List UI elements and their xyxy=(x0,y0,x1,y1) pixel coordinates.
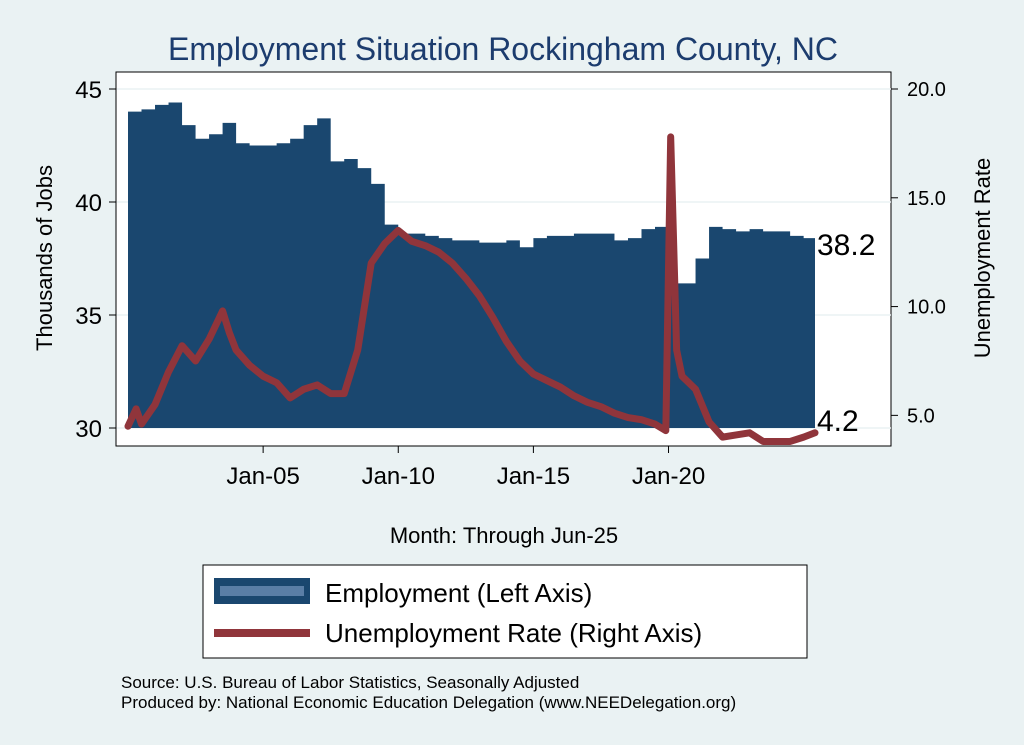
left-tick-label: 45 xyxy=(75,77,102,104)
left-axis: 30 35 40 45 xyxy=(75,72,117,446)
x-axis: Jan-05 Jan-10 Jan-15 Jan-20 xyxy=(226,446,705,490)
source-line-2: Produced by: National Economic Education… xyxy=(121,693,736,712)
x-axis-label: Month: Through Jun-25 xyxy=(390,523,618,548)
right-tick-label: 15.0 xyxy=(907,188,946,210)
legend-employment-swatch-inner xyxy=(220,586,304,596)
unemployment-series xyxy=(124,133,819,445)
employment-end-label: 38.2 xyxy=(817,229,875,262)
employment-series xyxy=(128,102,815,428)
legend-unemployment-label: Unemployment Rate (Right Axis) xyxy=(325,618,702,648)
x-tick-label: Jan-10 xyxy=(362,463,435,490)
unemployment-line xyxy=(124,133,819,445)
legend: Employment (Left Axis) Unemployment Rate… xyxy=(202,564,808,659)
right-axis: 5.0 10.0 15.0 20.0 xyxy=(891,79,946,427)
left-tick-label: 40 xyxy=(75,190,102,217)
left-tick-label: 35 xyxy=(75,303,102,330)
right-tick-label: 10.0 xyxy=(907,297,946,319)
left-tick-label: 30 xyxy=(75,416,102,443)
unemployment-end-label: 4.2 xyxy=(817,405,859,438)
source-line-1: Source: U.S. Bureau of Labor Statistics,… xyxy=(121,673,579,692)
x-tick-label: Jan-15 xyxy=(497,463,570,490)
legend-employment-label: Employment (Left Axis) xyxy=(325,578,592,608)
left-axis-label: Thousands of Jobs xyxy=(32,165,57,351)
x-tick-label: Jan-05 xyxy=(226,463,299,490)
right-axis-label: Unemployment Rate xyxy=(970,158,995,359)
x-tick-label: Jan-20 xyxy=(632,463,705,490)
right-tick-label: 5.0 xyxy=(907,405,935,427)
chart-title: Employment Situation Rockingham County, … xyxy=(168,31,838,67)
employment-area xyxy=(128,102,815,428)
right-tick-label: 20.0 xyxy=(907,79,946,101)
